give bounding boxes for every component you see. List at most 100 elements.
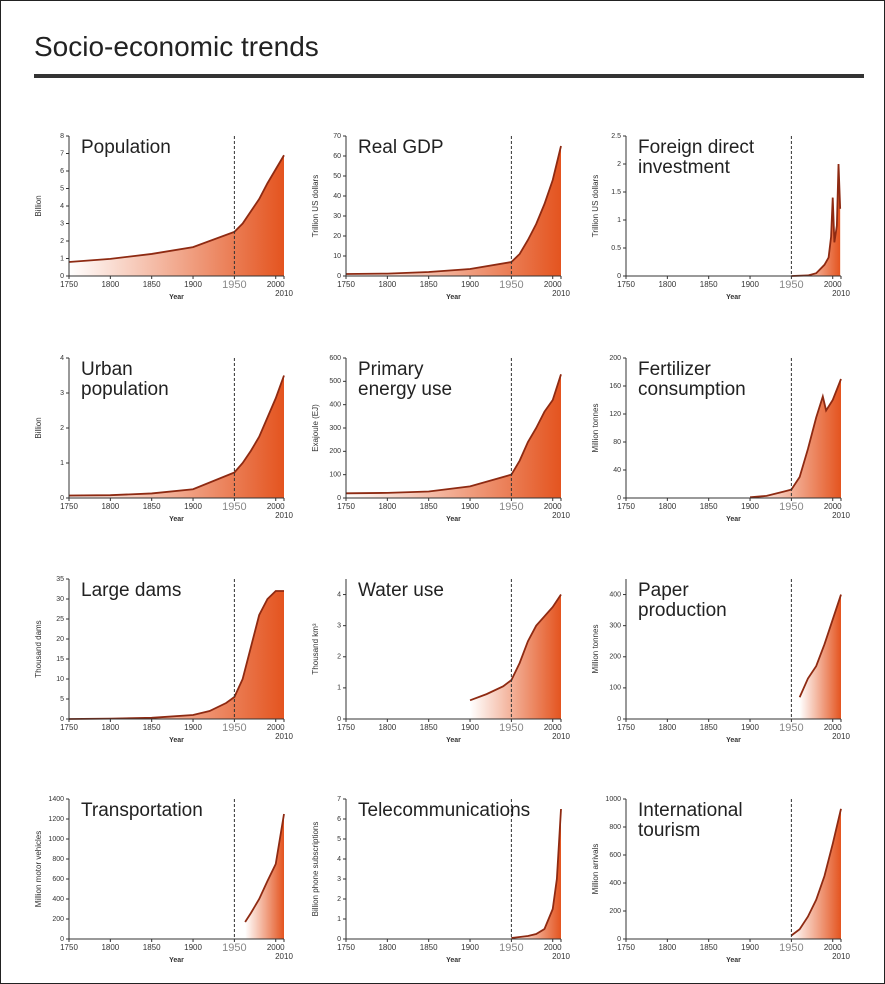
- y-tick-label: 50: [333, 173, 341, 180]
- y-tick-label: 4: [60, 203, 64, 210]
- x-tick-label: 1850: [143, 280, 161, 289]
- y-tick-label: 70: [333, 133, 341, 140]
- chart-panel: 0 100 200 300 400 500 600 1750 1800 1850 1900 1950 2…: [301, 348, 586, 563]
- x-tick-label: 1800: [378, 723, 396, 732]
- x-tick-label: 1950: [222, 279, 246, 291]
- chart: 0 0.5 1 1.5 2 2.5 1750 1800 1850 1900 1950 20002010…: [591, 133, 850, 301]
- y-axis-title: Trillion US dollars: [311, 175, 320, 237]
- chart: 0 100 200 300 400 500 600 1750 1800 1850 1900 1950 2…: [311, 355, 570, 523]
- x-axis-title: Year: [446, 737, 461, 744]
- y-tick-label: 20: [56, 636, 64, 643]
- y-tick-label: 5: [337, 836, 341, 843]
- series-line: [798, 594, 842, 698]
- y-tick-label: 600: [52, 876, 64, 883]
- x-tick-label: 1850: [700, 723, 718, 732]
- y-tick-label: 300: [609, 623, 621, 630]
- x-tick-label: 1950: [779, 501, 803, 513]
- x-tick-label: 1900: [461, 943, 479, 952]
- x-tick-label: 2000: [824, 723, 842, 732]
- x-tick-label: 1900: [184, 502, 202, 511]
- y-tick-label: 0: [337, 273, 341, 280]
- x-tick-label: 1950: [499, 279, 523, 291]
- chart: 0 40 80 120 160 200 1750 1800 1850 1900 1950 200020…: [591, 355, 850, 523]
- area-fill: [69, 591, 284, 719]
- x-tick-label: 1850: [700, 502, 718, 511]
- y-tick-label: 30: [56, 596, 64, 603]
- x-tick-label: 1750: [337, 943, 355, 952]
- series-line: [749, 378, 842, 499]
- y-tick-label: 600: [609, 852, 621, 859]
- x-tick-label: 1900: [461, 723, 479, 732]
- y-axis-title: Million tonnes: [591, 625, 600, 674]
- x-tick-label: 1800: [101, 943, 119, 952]
- y-tick-label: 1: [617, 217, 621, 224]
- y-tick-label: 400: [329, 402, 341, 409]
- x-tick-label: 2010: [832, 289, 850, 298]
- x-tick-label: 1750: [60, 502, 78, 511]
- area-fill: [750, 379, 841, 498]
- y-axis-title: Million arrivals: [591, 844, 600, 895]
- y-tick-label: 60: [333, 153, 341, 160]
- series-line: [345, 374, 562, 495]
- y-tick-label: 0.5: [611, 245, 621, 252]
- y-tick-label: 800: [609, 824, 621, 831]
- y-axis-title: Thousand dams: [34, 620, 43, 677]
- y-tick-label: 1200: [48, 816, 64, 823]
- x-tick-label: 2010: [275, 952, 293, 961]
- x-tick-label: 2000: [824, 943, 842, 952]
- y-tick-label: 160: [609, 383, 621, 390]
- x-tick-label: 2010: [552, 511, 570, 520]
- y-tick-label: 6: [60, 168, 64, 175]
- area-fill: [791, 808, 841, 939]
- x-tick-label: 1850: [700, 943, 718, 952]
- y-tick-label: 10: [333, 253, 341, 260]
- series-line: [244, 813, 285, 923]
- chart-panel: 0 5 10 15 20 25 30 35 1750 1800 1850 1900 1950 2000 20…: [24, 569, 309, 784]
- chart: 0 200 400 600 800 1000 1750 1800 1850 1900 1950 200…: [591, 796, 850, 964]
- y-axis-title: Trillion US dollars: [591, 175, 600, 237]
- x-tick-label: 2000: [267, 502, 285, 511]
- y-axis-title: Billion: [34, 195, 43, 216]
- title-rule: [34, 74, 864, 78]
- x-tick-label: 1750: [617, 943, 635, 952]
- series-line: [791, 163, 842, 277]
- x-tick-label: 2010: [832, 732, 850, 741]
- y-tick-label: 0: [337, 936, 341, 943]
- chart-title: Telecommunications: [358, 800, 531, 821]
- chart-title: Primary energy use: [358, 359, 453, 400]
- y-tick-label: 400: [52, 896, 64, 903]
- y-tick-label: 400: [609, 880, 621, 887]
- x-tick-label: 2010: [275, 732, 293, 741]
- y-tick-label: 400: [609, 591, 621, 598]
- y-tick-label: 1: [337, 685, 341, 692]
- x-tick-label: 2000: [267, 943, 285, 952]
- x-tick-label: 1800: [101, 502, 119, 511]
- x-tick-label: 1800: [378, 943, 396, 952]
- x-tick-label: 2010: [832, 511, 850, 520]
- y-tick-label: 40: [333, 193, 341, 200]
- series-line: [345, 145, 562, 275]
- y-axis-title: Exajoule (EJ): [311, 404, 320, 452]
- x-tick-label: 1950: [779, 942, 803, 954]
- y-tick-label: 1: [60, 460, 64, 467]
- x-tick-label: 1850: [700, 280, 718, 289]
- x-tick-label: 1750: [337, 280, 355, 289]
- y-tick-label: 600: [329, 355, 341, 362]
- chart-title: International tourism: [638, 800, 743, 841]
- x-axis-title: Year: [726, 737, 741, 744]
- chart-panel: 0 1 2 3 4 5 6 7 8 1750 1800 1850 1900 1950 2000 2010 Yea…: [24, 126, 309, 341]
- y-tick-label: 80: [613, 439, 621, 446]
- x-tick-label: 1800: [658, 943, 676, 952]
- y-tick-label: 0: [60, 273, 64, 280]
- x-axis-title: Year: [726, 957, 741, 964]
- x-tick-label: 1800: [658, 723, 676, 732]
- x-tick-label: 1900: [184, 723, 202, 732]
- y-tick-label: 0: [337, 716, 341, 723]
- y-tick-label: 200: [609, 355, 621, 362]
- x-tick-label: 1950: [779, 279, 803, 291]
- chart-title: Population: [81, 137, 171, 158]
- y-tick-label: 0: [60, 936, 64, 943]
- chart-title: Transportation: [81, 800, 203, 821]
